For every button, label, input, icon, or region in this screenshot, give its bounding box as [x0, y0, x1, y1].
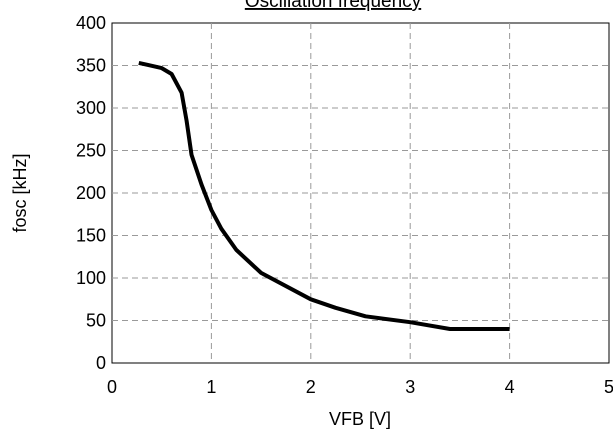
x-tick-label: 2: [306, 377, 316, 397]
x-tick-label: 1: [206, 377, 216, 397]
y-tick-label: 150: [76, 226, 106, 246]
y-tick-label: 300: [76, 98, 106, 118]
y-tick-label: 100: [76, 268, 106, 288]
x-tick-label: 3: [405, 377, 415, 397]
x-tick-label: 5: [604, 377, 613, 397]
x-tick-label: 4: [505, 377, 515, 397]
y-tick-label: 50: [86, 311, 106, 331]
y-tick-label: 250: [76, 141, 106, 161]
x-tick-label: 0: [107, 377, 117, 397]
chart-title: Oscillation frequency: [245, 0, 422, 12]
y-tick-label: 200: [76, 183, 106, 203]
series-line: [138, 60, 510, 331]
series-layer: [138, 60, 510, 331]
y-tick-label: 400: [76, 13, 106, 33]
y-tick-label: 350: [76, 56, 106, 76]
y-tick-label: 0: [96, 353, 106, 373]
grid-lines: [112, 23, 609, 363]
x-axis-label: VFB [V]: [329, 409, 391, 429]
y-axis-label: fosc [kHz]: [10, 153, 30, 232]
